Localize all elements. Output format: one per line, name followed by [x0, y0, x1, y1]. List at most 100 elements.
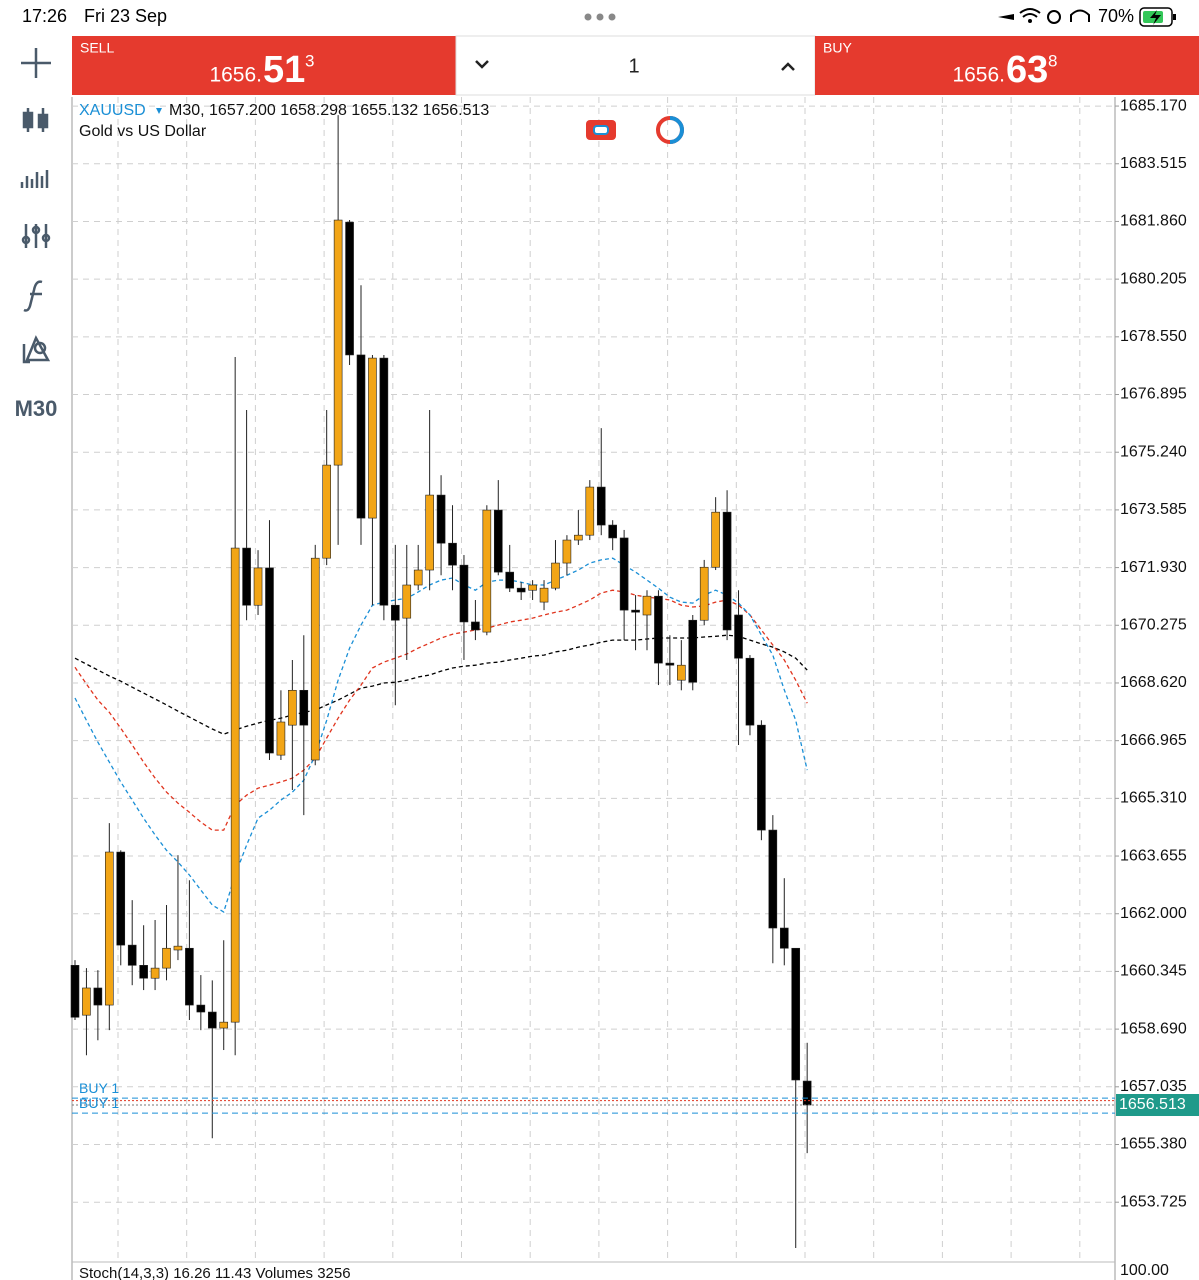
- candle-body: [219, 1021, 229, 1029]
- indicators-tool[interactable]: [20, 170, 49, 188]
- status-icons: [998, 8, 1090, 24]
- candle-body: [665, 662, 675, 666]
- trade-panel: [72, 35, 1199, 96]
- candle-body: [711, 511, 720, 568]
- candle-body: [356, 354, 366, 519]
- candle-body: [757, 724, 766, 831]
- buy-price-big: 63: [1006, 49, 1048, 91]
- symbol-dropdown[interactable]: [156, 108, 162, 114]
- candle-body: [70, 965, 80, 1018]
- candle-body: [471, 621, 480, 631]
- lot-size[interactable]: 1: [628, 55, 639, 77]
- status-time: 17:26: [22, 6, 67, 26]
- candle-body: [425, 494, 434, 571]
- crosshair-tool[interactable]: [21, 48, 51, 78]
- candle-body: [379, 357, 389, 606]
- buy-button[interactable]: [815, 36, 1199, 95]
- candle-body: [207, 1011, 217, 1029]
- chart-refresh[interactable]: [656, 116, 684, 144]
- grid: [72, 97, 1119, 1262]
- candle-body: [448, 542, 457, 566]
- candle-body: [516, 587, 526, 593]
- candle-body: [688, 619, 698, 683]
- sell-price-big: 51: [263, 49, 305, 91]
- candle-body: [699, 566, 709, 621]
- candle-body: [299, 689, 309, 726]
- chart-symbol[interactable]: XAUUSD: [79, 102, 146, 119]
- candle-body: [791, 947, 801, 1081]
- candle-body: [734, 614, 743, 659]
- candle-body: [185, 947, 194, 1006]
- sell-price-small: 3: [305, 51, 314, 70]
- candle-body: [322, 464, 331, 559]
- candle-body: [482, 509, 492, 633]
- candle-body: [631, 609, 640, 613]
- multitask-dots[interactable]: [584, 13, 616, 21]
- lot-decrease[interactable]: [475, 60, 489, 69]
- y-tick-label: 1665.310: [1120, 790, 1187, 807]
- candle-body: [585, 486, 595, 536]
- candle-body: [528, 584, 537, 591]
- y-tick-label: 1683.515: [1120, 155, 1187, 172]
- y-tick-label: 1653.725: [1120, 1193, 1187, 1210]
- candle-body: [253, 567, 263, 606]
- candle-body: [802, 1080, 812, 1106]
- y-tick-label: 1668.620: [1120, 674, 1187, 691]
- order-line-label: BUY 1: [79, 1080, 119, 1096]
- y-tick-label: 1655.380: [1120, 1136, 1187, 1153]
- candle-body: [150, 967, 160, 979]
- indicator-info: Stoch(14,3,3) 16.26 11.43 Volumes 3256: [79, 1265, 351, 1280]
- buy-price-small: 8: [1048, 51, 1057, 70]
- lot-panel: [455, 35, 816, 96]
- candle-body: [116, 851, 126, 946]
- one-click-trading[interactable]: [586, 120, 616, 140]
- candle-body: [105, 851, 114, 1006]
- y-tick-label: 1671.930: [1120, 559, 1187, 576]
- sell-button[interactable]: [72, 36, 456, 95]
- candle-body: [288, 689, 297, 726]
- moving-average: [74, 589, 808, 831]
- order-line-label: BUY 1: [79, 1095, 119, 1111]
- candle-body: [265, 567, 274, 754]
- function-tool[interactable]: [23, 280, 43, 312]
- lot-increase[interactable]: [781, 62, 795, 71]
- candle-body: [127, 944, 137, 966]
- buy-price-base: 1656.: [952, 64, 1005, 87]
- candle-body: [162, 947, 171, 969]
- candle-body: [459, 564, 469, 623]
- y-tick-label: 1680.205: [1120, 270, 1187, 287]
- candle-body: [619, 537, 629, 611]
- candle-body: [333, 219, 343, 466]
- candle-body: [391, 604, 400, 621]
- sell-label: SELL: [80, 40, 114, 56]
- candle-body: [82, 987, 91, 1016]
- y-tick-label: 1670.275: [1120, 616, 1187, 633]
- candle-body: [242, 547, 251, 606]
- candle-body: [368, 357, 377, 519]
- candle-body: [230, 547, 240, 1023]
- y-tick-label: 1675.240: [1120, 443, 1187, 460]
- battery-icon: [1139, 7, 1176, 27]
- candle-body: [722, 511, 732, 631]
- bid-price-label: 1656.513: [1119, 1096, 1186, 1113]
- candle-body: [677, 664, 686, 681]
- candle-body: [745, 657, 755, 726]
- y-tick-label: 1662.000: [1120, 905, 1187, 922]
- chart-type-tool[interactable]: [22, 108, 49, 132]
- plot: [70, 115, 1115, 1249]
- objects-tool[interactable]: [22, 335, 51, 364]
- timeframe-button[interactable]: M30: [15, 396, 58, 421]
- candle-body: [436, 494, 446, 544]
- candle-body: [173, 945, 183, 951]
- y-tick-label: 1685.170: [1120, 97, 1187, 114]
- left-toolbar: [20, 48, 51, 364]
- status-battery: 70%: [1098, 6, 1134, 26]
- settings-tool[interactable]: [21, 224, 51, 248]
- moving-average: [74, 557, 808, 913]
- sell-price-base: 1656.: [209, 64, 262, 87]
- candle-body: [505, 571, 515, 589]
- y-tick-label: 1678.550: [1120, 328, 1187, 345]
- buy-label: BUY: [823, 40, 852, 56]
